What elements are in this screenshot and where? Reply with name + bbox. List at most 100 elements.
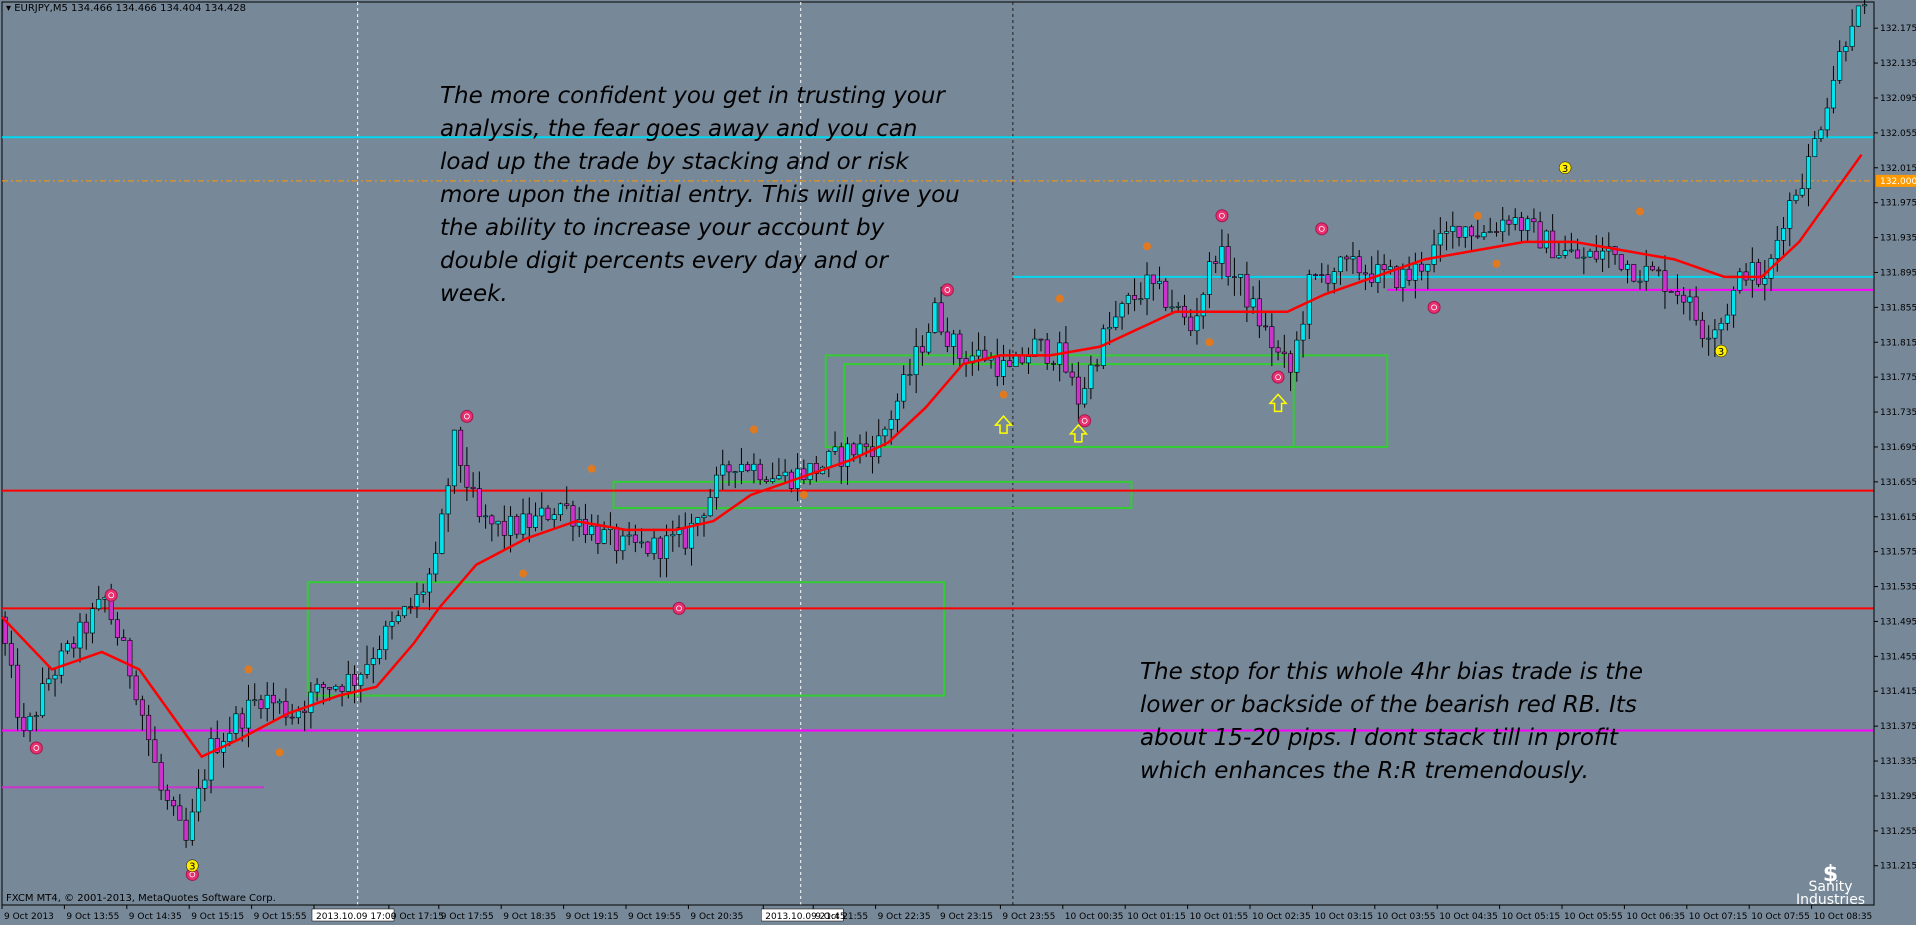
price-tick-label: 131.975 xyxy=(1880,199,1916,209)
pivot-marker-inner xyxy=(108,592,115,599)
candle-body xyxy=(1094,364,1100,367)
candle-body xyxy=(1075,376,1081,405)
candle-body xyxy=(682,527,688,549)
candle-body xyxy=(1556,255,1562,259)
candle-body xyxy=(582,519,588,535)
candle-body xyxy=(913,346,919,375)
candle-body xyxy=(1550,230,1556,259)
candle-body xyxy=(451,429,457,487)
logo-line-1: Sanity xyxy=(1808,879,1853,895)
candle-body xyxy=(888,419,894,430)
candle-body xyxy=(1350,256,1356,260)
candle-body xyxy=(71,643,77,649)
candle-body xyxy=(1625,264,1631,270)
candle-body xyxy=(264,694,270,709)
candle-body xyxy=(863,443,869,448)
candle-body xyxy=(1032,338,1038,357)
time-tick-label: 9 Oct 22:35 xyxy=(878,912,931,922)
candle-body xyxy=(632,534,638,543)
candle-body xyxy=(1756,262,1762,285)
candle-body xyxy=(951,333,957,347)
price-tick-label: 131.255 xyxy=(1880,827,1916,837)
candle-body xyxy=(1269,326,1275,349)
up-arrow-icon xyxy=(1068,423,1089,443)
candle-body xyxy=(139,699,145,716)
price-tick-label: 131.295 xyxy=(1880,792,1916,802)
candle-body xyxy=(133,675,139,701)
candle-body xyxy=(501,520,507,536)
candle-body xyxy=(8,643,14,666)
candle-body xyxy=(1107,327,1113,330)
candle-body xyxy=(938,302,944,333)
candle-body xyxy=(1718,322,1724,331)
candle-body xyxy=(58,650,64,676)
candle-body xyxy=(1805,156,1811,189)
candle-body xyxy=(1275,347,1281,353)
dollar-logo-icon: $ xyxy=(1822,862,1839,887)
candle-body xyxy=(302,710,308,713)
candle-body xyxy=(620,535,626,552)
time-tick-label: 9 Oct 19:15 xyxy=(566,912,619,922)
candle-body xyxy=(495,520,501,525)
candle-body xyxy=(713,474,719,498)
sanity-logo: $ Sanity Industries xyxy=(1796,862,1865,908)
candle-body xyxy=(1294,339,1300,373)
time-tick-label: 9 Oct 17:55 xyxy=(441,912,494,922)
candle-body xyxy=(813,463,819,474)
candle-body xyxy=(252,699,258,702)
candle-body xyxy=(1394,266,1400,289)
candle-body xyxy=(189,811,195,841)
candle-body xyxy=(907,374,913,376)
candle-body xyxy=(1749,262,1755,281)
candle-body xyxy=(1113,316,1119,328)
candle-body xyxy=(595,525,601,544)
candle-body xyxy=(77,621,83,649)
candle-body xyxy=(1593,250,1599,260)
candle-body xyxy=(1537,221,1543,249)
candle-body xyxy=(526,513,532,528)
candle-body xyxy=(1381,264,1387,271)
time-tick-label: 9 Oct 19:55 xyxy=(628,912,681,922)
symbol-name: EURJPY,M5 xyxy=(14,3,68,14)
candle-body xyxy=(114,619,120,638)
candle-body xyxy=(1462,226,1468,238)
candle-body xyxy=(1119,303,1125,318)
candle-body xyxy=(1263,325,1269,328)
candle-body xyxy=(327,687,333,690)
collapse-triangle-icon[interactable]: ▾ xyxy=(6,3,12,14)
candle-body xyxy=(551,514,557,520)
candle-body xyxy=(352,674,358,686)
candle-body xyxy=(520,513,526,535)
candle-body xyxy=(164,789,170,801)
candle-body xyxy=(1431,244,1437,265)
candle-body xyxy=(1518,217,1524,231)
candle-body xyxy=(1044,339,1050,364)
current-price-box xyxy=(1876,174,1916,187)
candle-body xyxy=(46,678,52,685)
candle-body xyxy=(1150,274,1156,284)
candle-body xyxy=(564,503,570,506)
time-tick-label: 10 Oct 05:15 xyxy=(1502,912,1561,922)
candle-body xyxy=(1456,225,1462,238)
pivot-marker-inner xyxy=(944,287,951,293)
candle-body xyxy=(1050,363,1056,365)
candle-body xyxy=(1325,274,1331,284)
pivot-marker-inner xyxy=(1275,374,1281,381)
candle-body xyxy=(1699,319,1705,339)
candle-body xyxy=(1001,360,1007,377)
candle-body xyxy=(1662,270,1668,292)
candle-body xyxy=(345,674,351,692)
swing-count-marker xyxy=(1714,344,1728,358)
candle-body xyxy=(508,515,514,536)
candle-body xyxy=(270,694,276,704)
price-tick-label: 131.815 xyxy=(1880,338,1916,348)
candle-body xyxy=(489,515,495,525)
candle-body xyxy=(233,713,239,734)
candle-body xyxy=(171,800,177,807)
minor-pivot-marker xyxy=(1205,338,1214,347)
time-tick-label: 9 Oct 14:35 xyxy=(129,912,182,922)
candle-body xyxy=(433,553,439,575)
candle-body xyxy=(976,349,982,357)
